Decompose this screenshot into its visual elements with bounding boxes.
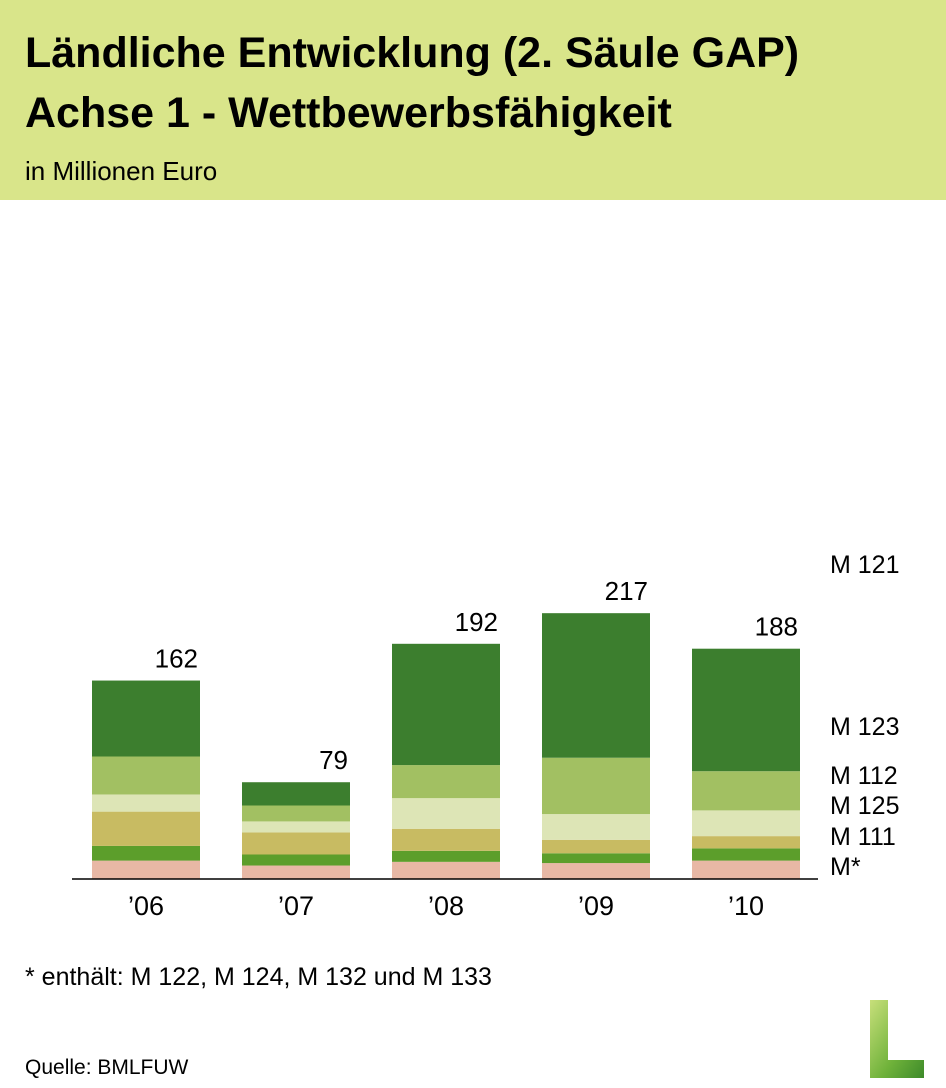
- bar-segment-m-2: [392, 861, 500, 879]
- bar-total-label: 192: [455, 607, 498, 637]
- bar-segment-m112-3: [542, 814, 650, 840]
- bar-segment-m123-3: [542, 757, 650, 815]
- bar-total-label: 217: [605, 576, 648, 606]
- stacked-bar-chart: 162 ’06 79 ’07 192 ’08 217 ’09 188 ’10 M*M 111 M 12…: [72, 551, 899, 921]
- legend-label: M 123: [830, 713, 899, 741]
- source-note: Quelle: BMLFUW: [25, 1056, 189, 1079]
- bar-segment-m123-0: [92, 756, 200, 795]
- bar-segment-m111-1: [242, 854, 350, 866]
- bar-segment-m123-2: [392, 765, 500, 799]
- x-tick-label: ’07: [278, 891, 314, 921]
- bar-total-label: 188: [755, 612, 798, 642]
- bar-segment-m111-2: [392, 850, 500, 862]
- bar-segment-m112-4: [692, 810, 800, 837]
- x-tick-label: ’10: [728, 891, 764, 921]
- bar-segment-m125-4: [692, 836, 800, 849]
- footnote: * enthält: M 122, M 124, M 132 und M 133: [25, 963, 492, 991]
- legend-label: M 111: [830, 823, 896, 851]
- bar-segment-m121-3: [542, 613, 650, 758]
- bar-segment-m-4: [692, 860, 800, 879]
- legend-label: M*: [830, 853, 861, 881]
- bar-segment-m125-3: [542, 839, 650, 854]
- bar-segment-m121-0: [92, 680, 200, 757]
- chart-title-line2: Achse 1 - Wettbewerbsfähigkeit: [25, 89, 672, 137]
- bar-segment-m-1: [242, 865, 350, 879]
- bar-segment-m121-2: [392, 643, 500, 766]
- chart-title-line1: Ländliche Entwicklung (2. Säule GAP): [25, 29, 800, 77]
- bar-segment-m121-4: [692, 648, 800, 772]
- bar-segment-m112-2: [392, 798, 500, 829]
- bar-total-label: 79: [319, 745, 348, 775]
- bar-segment-m121-1: [242, 782, 350, 806]
- x-tick-label: ’08: [428, 891, 464, 921]
- bar-segment-m125-2: [392, 828, 500, 851]
- bar-segment-m123-1: [242, 805, 350, 822]
- legend-label: M 125: [830, 792, 899, 820]
- header-band: Ländliche Entwicklung (2. Säule GAP) Ach…: [0, 0, 946, 200]
- bar-segment-m-3: [542, 863, 650, 879]
- bar-segment-m112-1: [242, 821, 350, 833]
- bar-segment-m125-0: [92, 811, 200, 846]
- x-tick-label: ’06: [128, 891, 164, 921]
- bar-segment-m125-1: [242, 832, 350, 855]
- bar-total-label: 162: [155, 644, 198, 674]
- bar-segment-m111-0: [92, 845, 200, 861]
- bar-segment-m111-3: [542, 853, 650, 864]
- logo-icon: [870, 1000, 924, 1078]
- bar-segment-m123-4: [692, 771, 800, 811]
- legend-label: M 112: [830, 762, 898, 790]
- bar-segment-m-0: [92, 860, 200, 879]
- bar-segment-m112-0: [92, 794, 200, 812]
- bar-segment-m111-4: [692, 848, 800, 861]
- chart-subtitle-unit: in Millionen Euro: [25, 156, 218, 186]
- legend-label: M 121: [830, 551, 899, 579]
- x-tick-label: ’09: [578, 891, 614, 921]
